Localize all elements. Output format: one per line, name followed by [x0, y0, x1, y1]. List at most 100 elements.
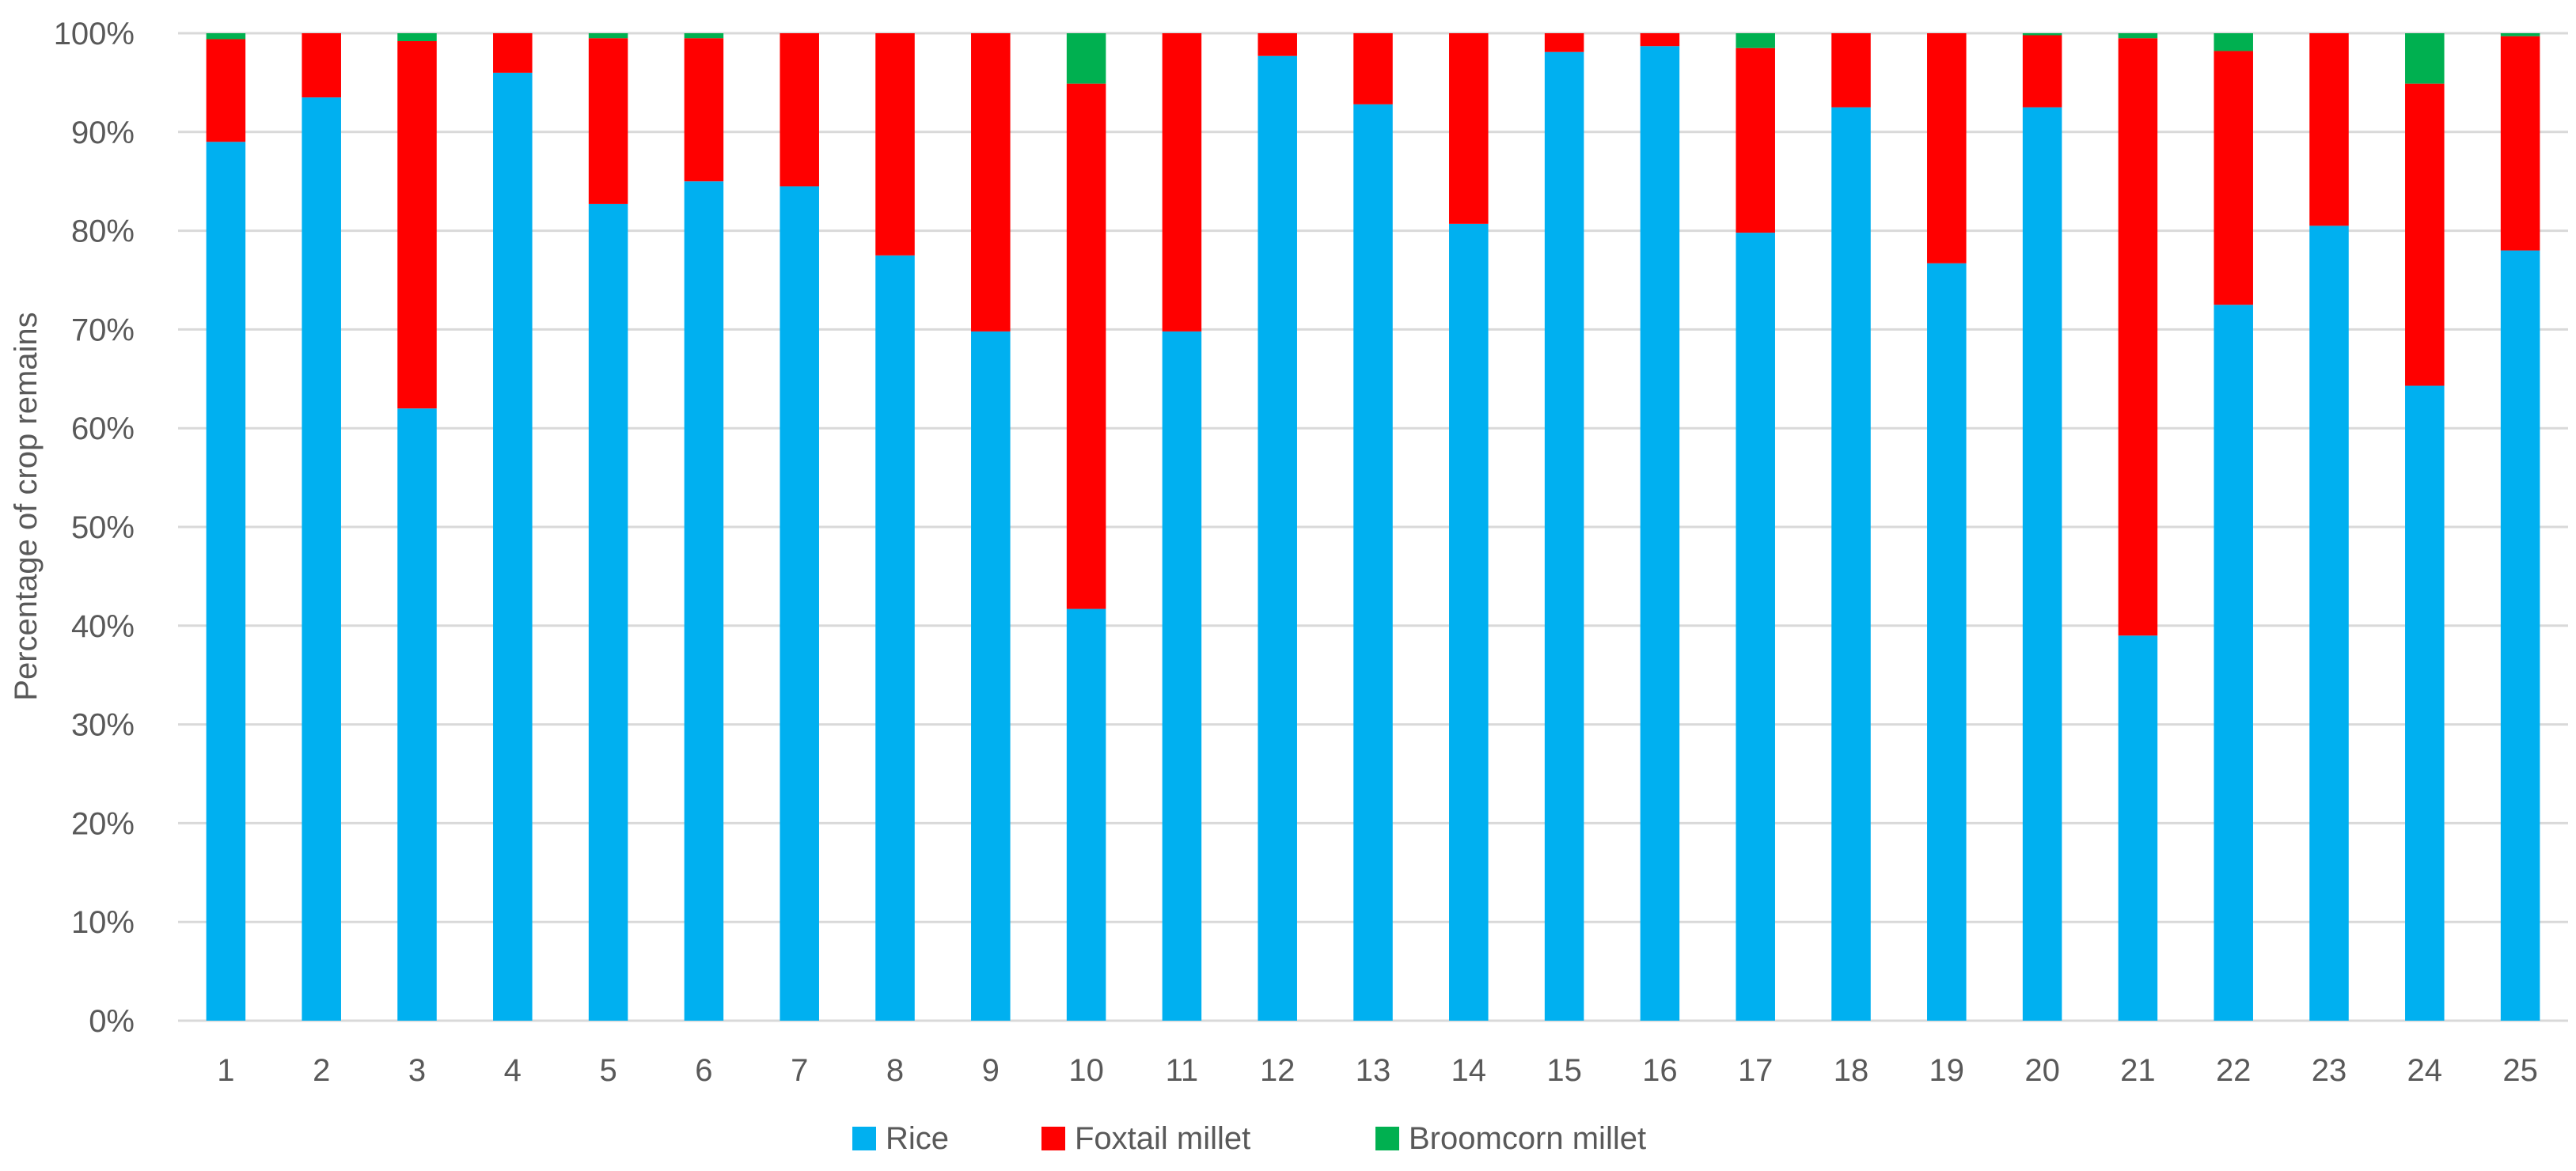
x-tick-label: 25 [2502, 1053, 2538, 1088]
y-axis-ticks: 0% 10% 20% 30% 40% 50% 60% 70% 80% 90% 100% [54, 17, 135, 1039]
bar-segment-rice [875, 255, 915, 1021]
y-tick-label: 20% [71, 806, 135, 841]
bar-segment-rice [588, 203, 628, 1021]
bar-segment-foxtail-millet [2214, 51, 2253, 305]
legend-label-broomcorn-millet: Broomcorn millet [1409, 1121, 1646, 1156]
y-tick-label: 100% [54, 17, 135, 51]
bar-segment-foxtail-millet [493, 33, 533, 73]
bar-segment-foxtail-millet [2309, 33, 2349, 226]
bar-segment-rice [1927, 263, 1967, 1021]
x-tick-label: 13 [1356, 1053, 1391, 1088]
bar-segment-rice [1162, 331, 1202, 1021]
bar-segment-rice [2022, 107, 2062, 1021]
y-tick-label: 60% [71, 411, 135, 446]
bar-segment-foxtail-millet [397, 40, 437, 409]
bar-segment-foxtail-millet [2118, 38, 2158, 636]
x-tick-label: 17 [1738, 1053, 1774, 1088]
bar-segment-foxtail-millet [588, 38, 628, 204]
x-tick-label: 15 [1546, 1053, 1582, 1088]
y-tick-label: 90% [71, 116, 135, 150]
x-tick-label: 19 [1929, 1053, 1965, 1088]
y-tick-label: 0% [89, 1004, 135, 1039]
bar-segment-rice [1066, 608, 1106, 1021]
bar-segment-foxtail-millet [1831, 33, 1871, 108]
bar-segment-foxtail-millet [875, 33, 915, 256]
y-tick-label: 10% [71, 905, 135, 940]
bar-segment-rice [1353, 104, 1393, 1021]
bar-segment-rice [1449, 223, 1489, 1021]
legend-label-rice: Rice [886, 1121, 949, 1156]
bar-segment-foxtail-millet [1736, 47, 1775, 233]
bar-segment-foxtail-millet [684, 38, 724, 182]
bar-segment-broomcorn-millet [1066, 33, 1106, 84]
x-tick-label: 12 [1260, 1053, 1296, 1088]
bar-segment-broomcorn-millet [206, 33, 246, 40]
x-tick-label: 22 [2216, 1053, 2252, 1088]
bar-segment-foxtail-millet [1353, 33, 1393, 104]
x-tick-label: 18 [1834, 1053, 1869, 1088]
y-tick-label: 30% [71, 708, 135, 743]
bar-segment-rice [971, 331, 1011, 1021]
legend-label-foxtail-millet: Foxtail millet [1075, 1121, 1250, 1156]
x-tick-label: 8 [886, 1053, 904, 1088]
x-tick-label: 10 [1068, 1053, 1104, 1088]
bar-segment-foxtail-millet [971, 33, 1011, 332]
bar-segment-foxtail-millet [1544, 33, 1584, 52]
x-tick-label: 1 [217, 1053, 234, 1088]
y-tick-label: 80% [71, 214, 135, 249]
x-tick-label: 4 [504, 1053, 522, 1088]
bar-segment-rice [397, 408, 437, 1021]
bar-segment-rice [2118, 635, 2158, 1021]
bar-segment-broomcorn-millet [2022, 33, 2062, 36]
bar-segment-foxtail-millet [2022, 35, 2062, 108]
x-tick-label: 14 [1451, 1053, 1487, 1088]
bar-segment-rice [206, 142, 246, 1021]
bars [206, 33, 2540, 1021]
legend: Rice Foxtail millet Broomcorn millet [852, 1121, 1646, 1156]
bar-segment-rice [302, 97, 341, 1021]
y-tick-label: 40% [71, 609, 135, 644]
bar-segment-rice [684, 181, 724, 1021]
x-tick-label: 6 [695, 1053, 712, 1088]
bar-segment-rice [1640, 46, 1680, 1021]
y-axis-title: Percentage of crop remains [9, 312, 44, 700]
bar-segment-foxtail-millet [2500, 36, 2540, 251]
bar-segment-rice [780, 186, 819, 1021]
x-tick-label: 5 [599, 1053, 616, 1088]
x-tick-label: 2 [313, 1053, 330, 1088]
y-tick-label: 70% [71, 313, 135, 347]
x-tick-label: 20 [2024, 1053, 2060, 1088]
bar-segment-foxtail-millet [1927, 33, 1967, 263]
bar-segment-rice [1736, 233, 1775, 1021]
bar-segment-rice [2500, 250, 2540, 1021]
x-tick-label: 16 [1642, 1053, 1678, 1088]
bar-segment-foxtail-millet [206, 39, 246, 142]
x-tick-label: 7 [791, 1053, 808, 1088]
x-tick-label: 3 [408, 1053, 426, 1088]
bar-segment-rice [1258, 55, 1297, 1021]
legend-swatch-broomcorn-millet [1375, 1127, 1399, 1150]
bar-segment-foxtail-millet [1162, 33, 1202, 332]
bar-segment-broomcorn-millet [588, 33, 628, 39]
y-tick-label: 50% [71, 510, 135, 545]
bar-segment-rice [2405, 385, 2445, 1021]
x-tick-label: 9 [982, 1053, 1000, 1088]
bar-segment-foxtail-millet [302, 33, 341, 98]
x-axis-ticks: 1 2 3 4 5 6 7 8 9 10 11 12 13 14 15 16 17 18 19 20 21 22 23 24 2… [217, 1053, 2538, 1088]
legend-swatch-foxtail-millet [1041, 1127, 1065, 1150]
x-tick-label: 11 [1166, 1053, 1199, 1088]
legend-swatch-rice [852, 1127, 876, 1150]
bar-segment-rice [1831, 107, 1871, 1021]
x-tick-label: 21 [2120, 1053, 2156, 1088]
bar-segment-broomcorn-millet [397, 33, 437, 41]
bar-segment-broomcorn-millet [2405, 33, 2445, 84]
bar-segment-broomcorn-millet [2214, 33, 2253, 51]
bar-segment-rice [2309, 225, 2349, 1021]
bar-segment-broomcorn-millet [2500, 33, 2540, 36]
x-tick-label: 23 [2312, 1053, 2347, 1088]
bar-segment-broomcorn-millet [2118, 33, 2158, 39]
bar-segment-foxtail-millet [1258, 33, 1297, 56]
bar-segment-rice [1544, 51, 1584, 1021]
